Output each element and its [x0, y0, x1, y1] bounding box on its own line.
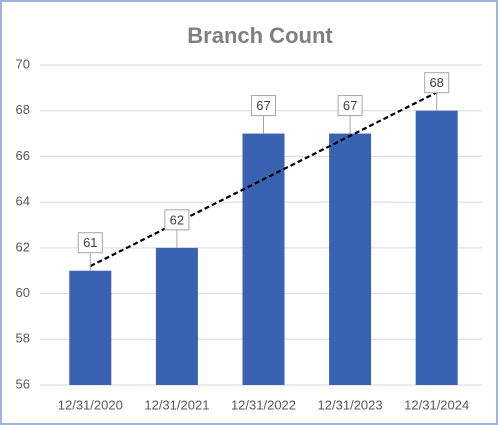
x-tick-label: 12/31/2021: [144, 397, 209, 412]
data-label: 67: [343, 98, 357, 113]
label-box: [337, 95, 363, 117]
chart-title: Branch Count: [187, 23, 333, 48]
x-tick-label: 12/31/2020: [58, 397, 123, 412]
label-box: [77, 232, 103, 254]
y-tick-label: 62: [16, 239, 30, 254]
data-label: 61: [83, 235, 97, 250]
y-tick-label: 70: [16, 56, 30, 71]
label-box: [164, 209, 190, 231]
y-tick-label: 64: [16, 194, 30, 209]
bar: [69, 270, 112, 385]
data-label: 67: [256, 98, 270, 113]
bar: [242, 133, 285, 385]
y-tick-label: 60: [16, 285, 30, 300]
bar: [329, 133, 372, 385]
y-tick-label: 58: [16, 331, 30, 346]
x-tick-label: 12/31/2023: [318, 397, 383, 412]
data-label: 62: [170, 212, 184, 227]
y-tick-label: 56: [16, 376, 30, 391]
bar: [155, 247, 198, 385]
data-label: 68: [429, 75, 443, 90]
x-tick-label: 12/31/2024: [404, 397, 469, 412]
trendline: [89, 91, 438, 268]
bar: [415, 110, 458, 385]
x-tick-label: 12/31/2022: [231, 397, 296, 412]
label-box: [251, 95, 276, 117]
label-box: [424, 72, 450, 94]
y-tick-label: 66: [16, 148, 30, 163]
y-tick-label: 68: [16, 102, 30, 117]
